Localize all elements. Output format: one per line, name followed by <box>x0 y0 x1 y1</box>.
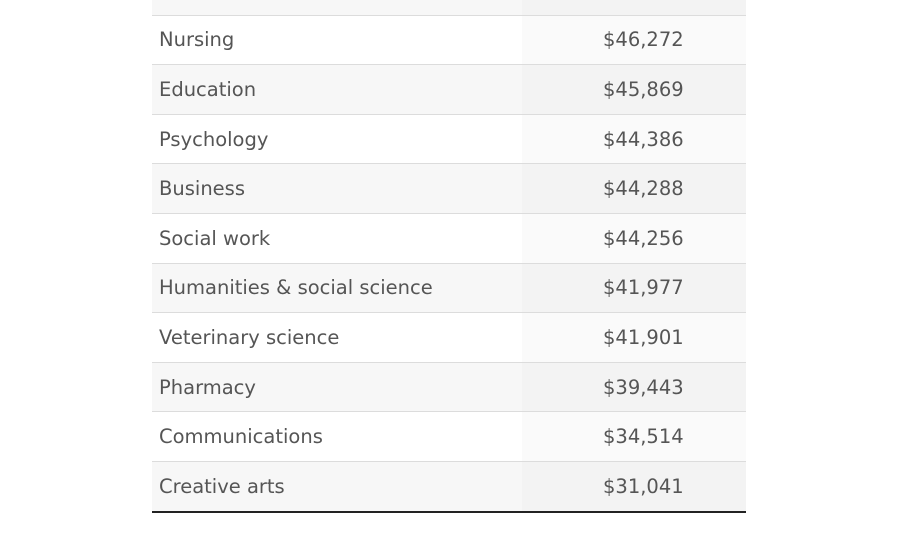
field-cell: Education <box>152 65 522 114</box>
field-cell: Communications <box>152 412 522 461</box>
field-cell: Nursing <box>152 15 522 65</box>
salary-cell: $46,272 <box>522 15 746 65</box>
table-row: Creative arts $31,041 <box>152 460 746 511</box>
field-cell: Social work <box>152 213 522 263</box>
salary-cell: $44,288 <box>522 164 746 213</box>
table-row: $47,000 <box>152 0 746 15</box>
field-cell: Pharmacy <box>152 362 522 412</box>
salary-cell: $34,514 <box>522 412 746 461</box>
table-row: Humanities & social science $41,977 <box>152 262 746 313</box>
field-cell: Creative arts <box>152 461 522 511</box>
table-row: Social work $44,256 <box>152 212 746 263</box>
table-row: Pharmacy $39,443 <box>152 361 746 412</box>
salary-cell: $41,977 <box>522 263 746 313</box>
salary-cell: $45,869 <box>522 65 746 114</box>
table-row: Communications $34,514 <box>152 411 746 461</box>
field-cell: Business <box>152 164 522 213</box>
salary-cell: $44,386 <box>522 114 746 164</box>
salary-cell: $31,041 <box>522 461 746 511</box>
table-row: Psychology $44,386 <box>152 113 746 164</box>
table-row: Business $44,288 <box>152 163 746 213</box>
table-row: Nursing $46,272 <box>152 14 746 65</box>
salary-cell: $39,443 <box>522 362 746 412</box>
salary-cell: $47,000 <box>522 0 746 15</box>
table-row: Education $45,869 <box>152 64 746 114</box>
field-cell <box>152 0 522 15</box>
salary-cell: $44,256 <box>522 213 746 263</box>
salary-table: $47,000 Nursing $46,272 Education $45,86… <box>152 0 746 513</box>
field-cell: Psychology <box>152 114 522 164</box>
table-row: Veterinary science $41,901 <box>152 312 746 362</box>
field-cell: Veterinary science <box>152 313 522 362</box>
field-cell: Humanities & social science <box>152 263 522 313</box>
salary-cell: $41,901 <box>522 313 746 362</box>
